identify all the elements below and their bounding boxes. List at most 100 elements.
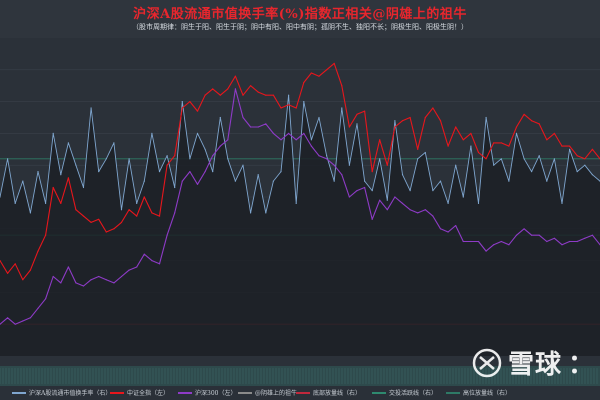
series-2-point bbox=[212, 155, 214, 157]
series-1-point bbox=[379, 139, 381, 141]
series-1-point bbox=[181, 107, 183, 109]
legend-item: 高位放量线（右） bbox=[446, 388, 511, 397]
series-2-point bbox=[318, 155, 320, 157]
series-1-point bbox=[364, 110, 366, 112]
series-2-point bbox=[265, 123, 267, 125]
series-0-point bbox=[189, 158, 191, 160]
series-0-point bbox=[242, 164, 244, 166]
series-0-point bbox=[333, 180, 335, 182]
series-1-point bbox=[257, 91, 259, 93]
series-2-point bbox=[553, 237, 556, 239]
series-0-point bbox=[326, 155, 328, 157]
chart-title: 沪深A股流通市值换手率(%)指数正相关@阴雄上的祖牛 bbox=[133, 7, 467, 22]
series-2-point bbox=[576, 240, 578, 243]
legend-label: 底部放量线（右） bbox=[313, 390, 362, 397]
series-0-point bbox=[553, 158, 556, 160]
series-0-point bbox=[280, 171, 282, 173]
series-2-point bbox=[341, 174, 343, 176]
series-1-point bbox=[584, 158, 586, 160]
legend-swatch bbox=[110, 391, 124, 394]
series-1-point bbox=[204, 94, 206, 96]
series-1-point bbox=[477, 151, 480, 154]
legend-swatch bbox=[446, 391, 460, 394]
series-0-point bbox=[67, 142, 69, 144]
series-0-point bbox=[75, 164, 77, 166]
series-0-point bbox=[166, 155, 168, 157]
series-1-point bbox=[174, 155, 176, 157]
series-2-point bbox=[14, 323, 16, 325]
series-0-point bbox=[485, 116, 487, 119]
series-1-point bbox=[196, 110, 199, 112]
series-1-point bbox=[401, 120, 404, 122]
series-line-0 bbox=[0, 94, 600, 214]
series-1-point bbox=[250, 85, 252, 87]
series-2-point bbox=[120, 275, 123, 278]
series-1-point bbox=[265, 94, 267, 96]
snowball-logo-icon bbox=[472, 348, 502, 377]
series-0-point bbox=[591, 174, 594, 176]
series-2-point bbox=[333, 164, 335, 166]
series-0-point bbox=[265, 212, 267, 214]
series-2-point bbox=[98, 275, 100, 278]
series-1-point bbox=[432, 107, 434, 109]
series-2-point bbox=[82, 285, 85, 287]
series-1-point bbox=[189, 101, 191, 103]
series-2-point bbox=[303, 132, 305, 134]
series-0-point bbox=[401, 174, 404, 176]
series-0-point bbox=[212, 171, 214, 173]
series-0-point bbox=[386, 199, 388, 201]
series-1-point bbox=[348, 126, 350, 128]
series-1-point bbox=[561, 145, 563, 147]
series-2-point bbox=[60, 282, 62, 284]
series-2-point bbox=[113, 282, 115, 284]
series-0-point bbox=[310, 139, 312, 141]
series-0-point bbox=[113, 142, 115, 144]
series-1-point bbox=[242, 94, 244, 96]
series-2-point bbox=[227, 139, 229, 141]
series-2-point bbox=[75, 282, 77, 284]
series-1-point bbox=[212, 88, 214, 90]
series-2-point bbox=[515, 234, 518, 236]
series-1-point bbox=[45, 234, 47, 236]
series-2-point bbox=[242, 116, 244, 119]
series-2-point bbox=[371, 218, 373, 220]
series-1-point bbox=[227, 88, 229, 90]
series-0-point bbox=[105, 158, 107, 160]
series-1-point bbox=[531, 120, 533, 122]
legend-label: 交投活跃线（右） bbox=[389, 390, 438, 397]
series-2-point bbox=[136, 266, 138, 268]
series-2-point bbox=[295, 139, 297, 141]
series-1-point bbox=[417, 148, 419, 150]
series-2-point bbox=[90, 279, 92, 281]
series-2-point bbox=[310, 145, 312, 147]
series-0-point bbox=[272, 180, 274, 182]
series-1-point bbox=[37, 250, 39, 252]
series-0-point bbox=[250, 212, 252, 214]
chart-subtitle: （股市周期律：阴生于阳、阳生于阴；阴中有阳、阳中有阴；孤阴不生、独阳不长；阴极生… bbox=[132, 23, 468, 31]
series-1-point bbox=[22, 279, 24, 281]
series-1-point bbox=[14, 263, 16, 265]
series-1-point bbox=[538, 123, 540, 125]
series-0-point bbox=[561, 202, 563, 204]
series-2-point bbox=[561, 244, 563, 246]
series-0-point bbox=[234, 180, 236, 182]
series-2-point bbox=[455, 225, 457, 227]
series-1-point bbox=[288, 104, 290, 106]
series-0-point bbox=[128, 158, 130, 160]
series-0-point bbox=[523, 158, 525, 160]
series-0-point bbox=[257, 174, 259, 176]
series-2-point bbox=[538, 234, 540, 236]
series-1-point bbox=[151, 212, 153, 214]
series-0-point bbox=[227, 158, 229, 160]
series-1-point bbox=[553, 132, 556, 134]
series-0-point bbox=[7, 158, 9, 160]
series-0-point bbox=[531, 171, 533, 173]
series-2-point bbox=[257, 126, 259, 128]
legend-item: 中证全指（左） bbox=[110, 388, 169, 397]
series-1-point bbox=[318, 75, 320, 77]
series-1-point bbox=[462, 139, 464, 141]
series-2-point bbox=[219, 145, 221, 147]
series-1-point bbox=[523, 113, 525, 115]
series-line-1 bbox=[0, 62, 600, 281]
